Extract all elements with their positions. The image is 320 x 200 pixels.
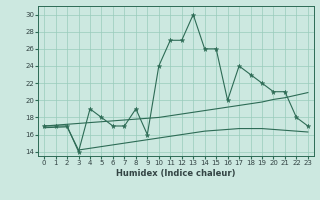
X-axis label: Humidex (Indice chaleur): Humidex (Indice chaleur) (116, 169, 236, 178)
